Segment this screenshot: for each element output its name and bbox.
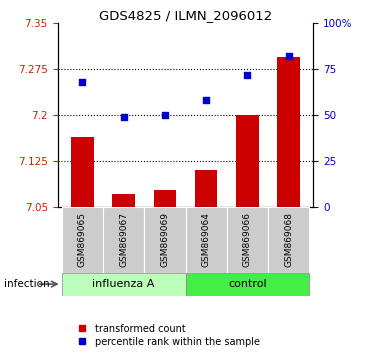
Bar [112, 194, 135, 207]
Bar [62, 273, 186, 296]
Bar [71, 137, 93, 207]
Point [286, 53, 292, 59]
Point [162, 112, 168, 118]
Bar [154, 190, 176, 207]
Bar [186, 273, 309, 296]
Bar [278, 57, 300, 207]
Bar [103, 207, 144, 273]
Text: GSM869068: GSM869068 [284, 212, 293, 267]
Bar [268, 207, 309, 273]
Text: GSM869066: GSM869066 [243, 212, 252, 267]
Text: GSM869069: GSM869069 [160, 212, 169, 267]
Text: infection: infection [4, 279, 49, 289]
Point [244, 72, 250, 78]
Text: influenza A: influenza A [92, 279, 155, 289]
Legend: transformed count, percentile rank within the sample: transformed count, percentile rank withi… [69, 320, 264, 350]
Point [79, 79, 85, 85]
Text: control: control [228, 279, 267, 289]
Bar [195, 170, 217, 207]
Point [203, 97, 209, 103]
Point [121, 114, 127, 120]
Bar [227, 207, 268, 273]
Bar [62, 207, 103, 273]
Text: GSM869067: GSM869067 [119, 212, 128, 267]
Text: GSM869064: GSM869064 [202, 212, 211, 267]
Bar [144, 207, 186, 273]
Text: GDS4825 / ILMN_2096012: GDS4825 / ILMN_2096012 [99, 9, 272, 22]
Bar [236, 115, 259, 207]
Bar [186, 207, 227, 273]
Text: GSM869065: GSM869065 [78, 212, 87, 267]
